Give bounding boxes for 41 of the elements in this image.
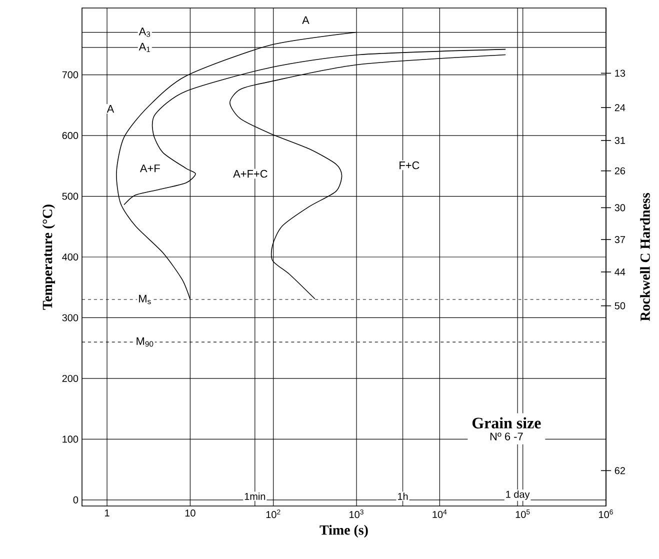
y-axis-title: Temperature (°C) [42,204,56,310]
ref-line-label: A$_{1}$ [138,42,150,52]
text: 62 [614,467,625,474]
text: 30 [614,204,626,212]
ref-line-label: 1h [398,492,408,500]
annotation: A [106,105,114,113]
annotation: Grain size [472,417,541,428]
annotation: A+F+C [233,170,268,178]
text: 13 [615,70,626,77]
annotation: A+F [140,164,160,172]
annotation: Nº 6 -7 [490,432,523,440]
x-axis-title: Time (s) [320,524,368,538]
x-tick-label: 10$^{5}$ [516,510,530,518]
y-tick-label: 0 [73,496,78,504]
y-tick-label: 500 [62,192,78,200]
annotation: A [302,16,310,24]
y-tick-label: 700 [62,71,78,78]
text: 44 [614,268,626,276]
text: 26 [614,167,626,174]
x-tick-label: 10$^{4}$ [432,510,447,518]
x-tick-label: 1 [105,510,110,516]
ref-line-label: M$_{s}$ [139,294,151,304]
y-tick-label: 400 [62,253,78,261]
ref-line-label: 1min [244,492,266,500]
x-tick-label: 10$^{2}$ [266,510,280,518]
text: 24 [614,104,626,112]
x-tick-label: 10 [185,510,196,517]
x-tick-label: 10$^{3}$ [350,510,364,518]
text: 50 [614,302,626,310]
y-tick-label: 200 [62,374,78,382]
text: 31 [614,136,625,144]
y2-axis-title: Rockwell C Hardness [640,193,650,322]
ref-line-label: A$_{3}$ [138,28,150,37]
x-tick-label: 10$^{6}$ [599,510,613,518]
ref-line-label: 1 day [506,490,530,500]
annotation: F+C [400,161,420,170]
text: 37 [614,236,625,244]
ref-line-label: M$_{90}$ [136,337,154,347]
y-tick-label: 100 [62,436,78,443]
y-tick-label: 600 [62,132,78,140]
y-tick-label: 300 [62,314,78,322]
